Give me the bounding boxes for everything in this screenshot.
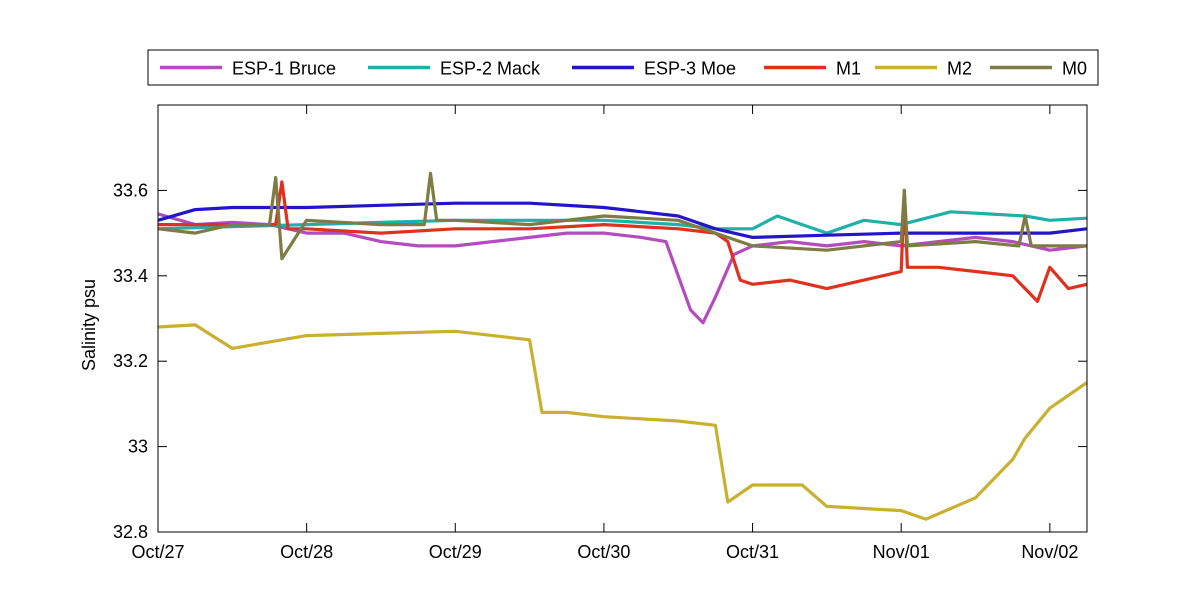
x-tick-label: Oct/28: [280, 542, 333, 562]
y-axis-title: Salinity psu: [79, 279, 99, 371]
y-tick-label: 33: [128, 437, 148, 457]
x-tick-label: Oct/29: [429, 542, 482, 562]
series-line-m0: [158, 171, 1087, 261]
y-tick-label: 33.4: [113, 266, 148, 286]
x-tick-label: Oct/30: [577, 542, 630, 562]
y-tick-label: 33.2: [113, 351, 148, 371]
legend-label: ESP-3 Moe: [644, 59, 736, 79]
x-tick-label: Nov/02: [1021, 542, 1078, 562]
legend-label: ESP-2 Mack: [440, 59, 541, 79]
y-tick-label: 32.8: [113, 522, 148, 542]
x-tick-label: Nov/01: [873, 542, 930, 562]
series-line-esp-3-moe: [158, 201, 1087, 239]
legend-label: M2: [947, 59, 972, 79]
x-tick-label: Oct/27: [131, 542, 184, 562]
x-tick-label: Oct/31: [726, 542, 779, 562]
legend: ESP-1 Bruce ESP-2 Mack ESP-3 Moe M1 M2 M0: [147, 49, 1099, 86]
axes: 32.8 33 33.2 33.4 33.6 Oct/27 Oct/28 Oct/29 Oct/…: [113, 104, 1088, 562]
series-line-esp-2-mack: [158, 210, 1087, 235]
series-line-m1: [158, 180, 1087, 303]
y-tick-label: 33.6: [113, 180, 148, 200]
legend-label: ESP-1 Bruce: [232, 59, 336, 79]
series-line-m2: [158, 323, 1087, 521]
legend-label: M0: [1062, 59, 1087, 79]
legend-label: M1: [836, 59, 861, 79]
plot-area: [158, 171, 1087, 521]
plot-frame: [157, 104, 1088, 533]
